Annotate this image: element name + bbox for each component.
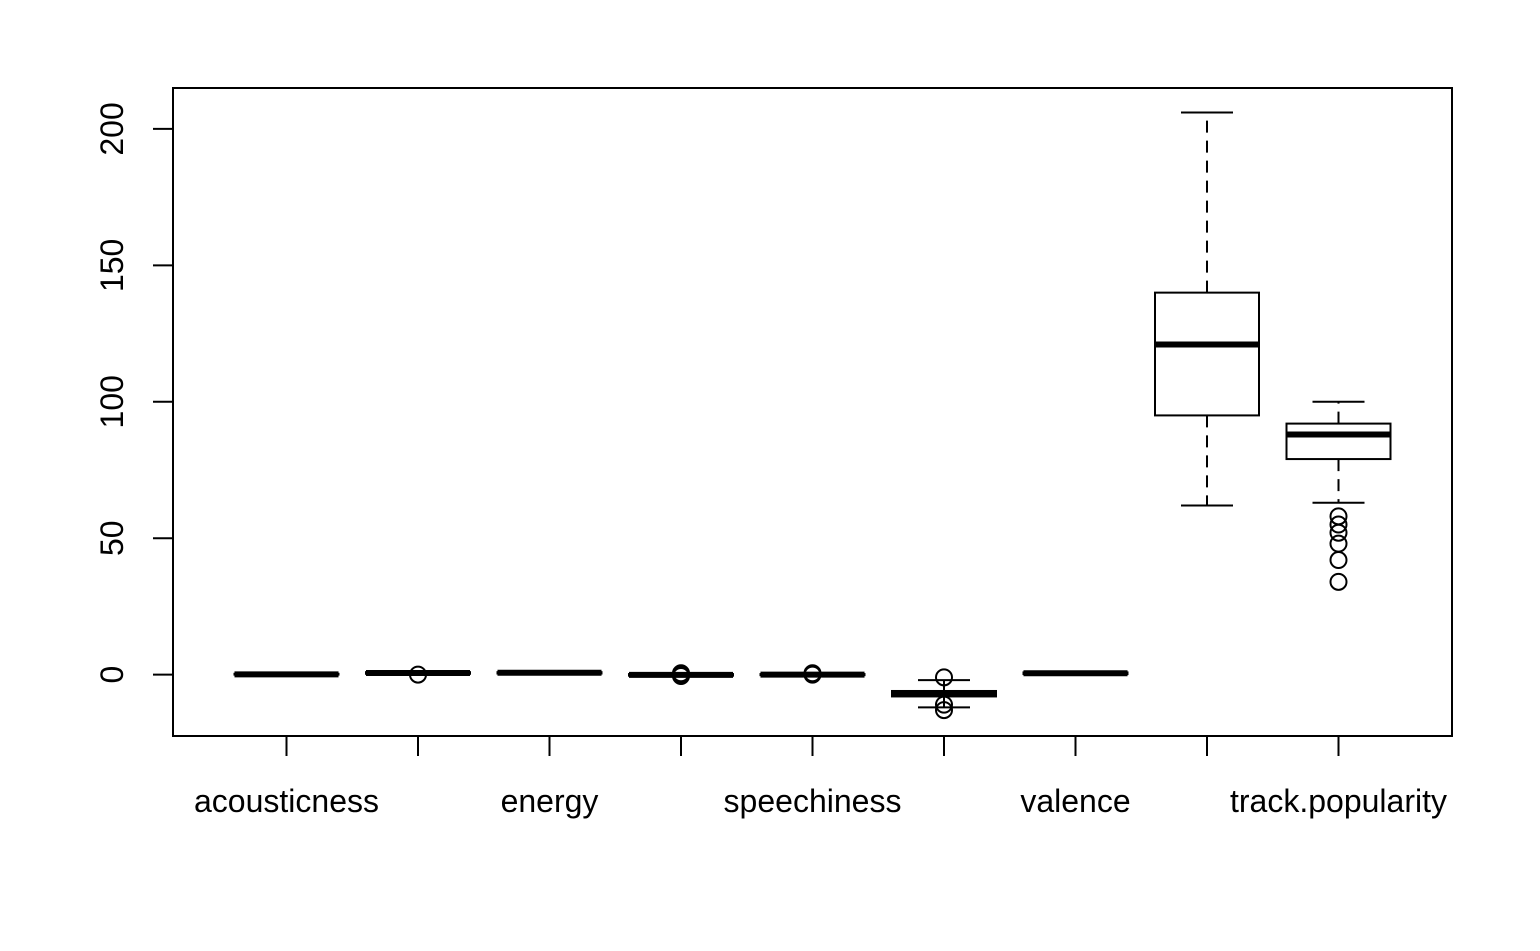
box-group bbox=[365, 665, 471, 684]
box-group bbox=[891, 668, 997, 720]
y-tick-label: 50 bbox=[94, 520, 130, 556]
x-tick-label: energy bbox=[501, 783, 599, 819]
box-group bbox=[1154, 111, 1260, 507]
y-tick-label: 150 bbox=[94, 239, 130, 292]
x-tick-label: acousticness bbox=[194, 783, 379, 819]
outlier-point bbox=[1329, 534, 1348, 553]
outlier-point bbox=[1329, 523, 1348, 542]
outlier-point bbox=[1329, 572, 1348, 591]
x-tick-label: track.popularity bbox=[1230, 783, 1447, 819]
x-tick-label: valence bbox=[1020, 783, 1130, 819]
y-tick-label: 200 bbox=[94, 102, 130, 155]
x-axis: acousticness energy speechiness valence trac… bbox=[194, 736, 1447, 819]
box-group bbox=[496, 669, 603, 676]
y-tick-label: 0 bbox=[94, 666, 130, 684]
outlier-point bbox=[1329, 515, 1348, 534]
outlier-point bbox=[803, 664, 822, 683]
outlier-point bbox=[672, 664, 690, 683]
plot-frame bbox=[172, 87, 1453, 737]
outlier-point bbox=[935, 695, 953, 714]
box-group bbox=[1285, 400, 1392, 591]
outlier-point bbox=[1329, 551, 1348, 570]
box-group bbox=[233, 671, 340, 678]
y-tick-label: 100 bbox=[94, 375, 130, 428]
outlier-point bbox=[409, 665, 427, 684]
box-group bbox=[759, 664, 866, 684]
outlier-point bbox=[935, 668, 953, 687]
iqr-box bbox=[1285, 422, 1392, 461]
iqr-box bbox=[1154, 291, 1260, 417]
x-tick-label: speechiness bbox=[724, 783, 902, 819]
box-group bbox=[1022, 670, 1129, 677]
boxes-layer bbox=[233, 111, 1392, 720]
box-group bbox=[628, 664, 734, 685]
outlier-point bbox=[935, 701, 953, 720]
y-axis: 0 50 100 150 200 bbox=[94, 102, 173, 684]
